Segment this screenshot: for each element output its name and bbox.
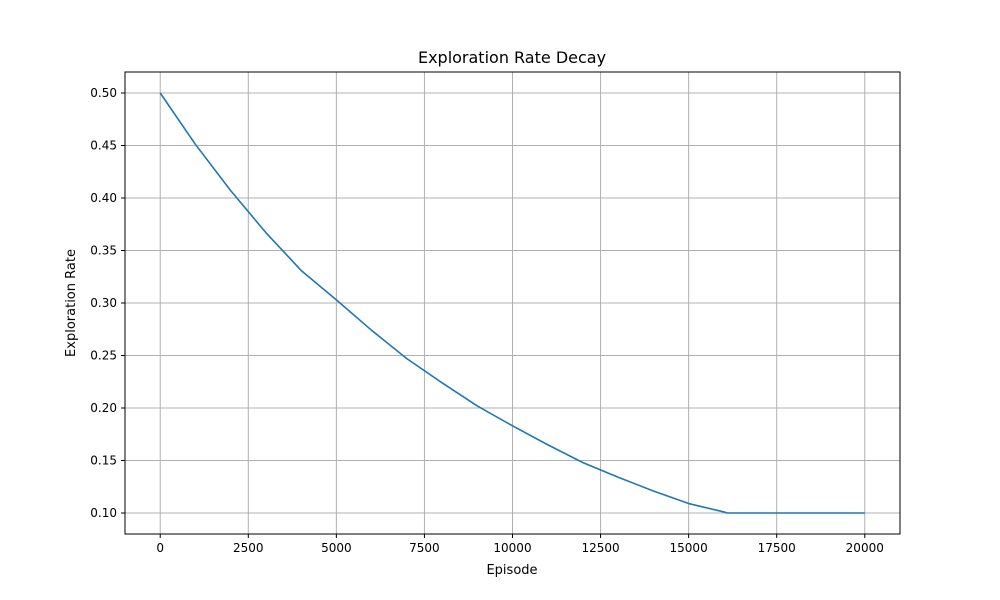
y-axis-title: Exploration Rate: [64, 249, 79, 357]
x-tick-label: 7500: [409, 541, 440, 555]
chart-title: Exploration Rate Decay: [418, 48, 606, 67]
x-tick-label: 20000: [846, 541, 884, 555]
series-line: [159, 92, 865, 514]
y-tick-label: 0.15: [90, 454, 117, 468]
series-layer: [159, 92, 865, 514]
x-axis-title: Episode: [486, 563, 537, 578]
x-tick-label: 15000: [670, 541, 708, 555]
x-axis: 0 2500 5000 7500 10000 12500 15000 17500 20000: [156, 534, 884, 555]
x-tick-label: 5000: [321, 541, 352, 555]
x-tick-label: 12500: [581, 541, 619, 555]
y-tick-label: 0.50: [90, 86, 117, 100]
y-axis: 0.10 0.15 0.20 0.25 0.30 0.35 0.40 0.45 0.50: [90, 86, 125, 520]
y-tick-label: 0.20: [90, 401, 117, 415]
x-tick-label: 2500: [233, 541, 264, 555]
y-tick-label: 0.10: [90, 506, 117, 520]
y-tick-label: 0.45: [90, 139, 117, 153]
y-tick-label: 0.25: [90, 349, 117, 363]
y-tick-label: 0.35: [90, 244, 117, 258]
y-tick-label: 0.30: [90, 296, 117, 310]
x-tick-label: 0: [156, 541, 164, 555]
grid: [125, 72, 900, 534]
y-tick-label: 0.40: [90, 191, 117, 205]
x-tick-label: 10000: [493, 541, 531, 555]
x-tick-label: 17500: [758, 541, 796, 555]
